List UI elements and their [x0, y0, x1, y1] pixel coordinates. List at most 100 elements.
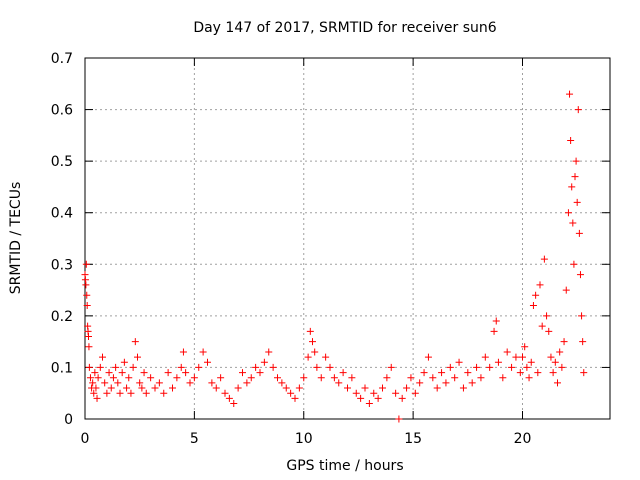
data-point — [265, 348, 273, 356]
data-point — [344, 384, 351, 392]
data-point — [451, 374, 459, 382]
data-point — [134, 353, 141, 361]
data-point — [547, 353, 555, 361]
data-point — [300, 374, 308, 382]
data-point — [90, 389, 98, 397]
data-point — [558, 363, 566, 371]
data-point — [120, 358, 128, 366]
data-point — [446, 363, 454, 371]
data-point — [512, 353, 520, 361]
x-axis-label: GPS time / hours — [286, 458, 403, 474]
y-tick-label: 0.2 — [51, 309, 73, 325]
data-point — [269, 363, 277, 371]
data-point — [477, 374, 485, 382]
data-point — [562, 286, 570, 294]
data-point — [529, 302, 537, 310]
data-point — [112, 363, 120, 371]
data-point — [282, 384, 290, 392]
data-point — [516, 369, 524, 377]
data-point — [230, 400, 238, 408]
data-point — [173, 374, 181, 382]
data-point — [138, 384, 146, 392]
data-point — [579, 338, 587, 346]
data-point — [221, 389, 229, 397]
plot-frame — [84, 57, 611, 420]
data-point — [164, 369, 172, 377]
data-point — [287, 389, 295, 397]
data-point — [551, 358, 559, 366]
data-point — [352, 389, 360, 397]
data-point — [199, 348, 207, 356]
data-point — [556, 348, 564, 356]
data-point — [136, 379, 144, 387]
data-point — [543, 312, 551, 320]
data-point — [468, 379, 476, 387]
data-point — [109, 374, 117, 382]
data-point — [538, 322, 546, 330]
data-point — [395, 415, 403, 423]
data-point — [459, 384, 467, 392]
data-point — [83, 302, 91, 310]
data-point — [118, 369, 126, 377]
data-point — [247, 374, 255, 382]
data-point — [407, 374, 415, 382]
data-point — [190, 374, 198, 382]
data-point — [140, 369, 148, 377]
data-point — [571, 173, 579, 181]
data-point — [260, 358, 268, 366]
data-point — [398, 394, 406, 402]
data-points — [81, 90, 588, 423]
data-point — [147, 374, 155, 382]
data-point — [83, 291, 91, 299]
data-point — [411, 389, 419, 397]
data-point — [578, 312, 586, 320]
data-point — [317, 374, 325, 382]
y-tick-label: 0.6 — [51, 103, 73, 119]
data-point — [116, 389, 124, 397]
data-point — [151, 384, 159, 392]
data-point — [239, 369, 246, 377]
data-point — [131, 338, 139, 346]
data-point — [455, 358, 463, 366]
data-point — [574, 106, 582, 114]
data-point — [311, 348, 319, 356]
chart-title: Day 147 of 2017, SRMTID for receiver sun… — [193, 20, 496, 36]
data-point — [182, 369, 190, 377]
data-point — [93, 394, 101, 402]
data-point — [357, 394, 365, 402]
data-point — [85, 363, 93, 371]
data-point — [330, 374, 338, 382]
data-point — [177, 363, 185, 371]
data-point — [370, 389, 378, 397]
data-point — [570, 260, 578, 268]
data-point — [127, 389, 135, 397]
data-point — [486, 363, 494, 371]
x-tick-label: 0 — [81, 431, 90, 447]
data-point — [554, 379, 561, 387]
data-point — [567, 137, 575, 145]
data-point — [225, 394, 233, 402]
data-point — [204, 358, 211, 366]
data-point — [403, 384, 411, 392]
data-point — [576, 271, 584, 279]
data-point — [438, 369, 446, 377]
data-point — [94, 374, 102, 382]
data-point — [575, 229, 583, 237]
data-point — [91, 369, 99, 377]
data-point — [105, 369, 113, 377]
data-point — [313, 363, 321, 371]
data-point — [243, 379, 251, 387]
data-point — [142, 389, 150, 397]
y-tick-label: 0.5 — [51, 154, 73, 170]
data-point — [481, 353, 489, 361]
data-point — [208, 379, 216, 387]
data-point — [433, 384, 441, 392]
data-point — [82, 260, 90, 268]
data-point — [534, 369, 542, 377]
data-point — [374, 394, 382, 402]
data-point — [490, 327, 498, 335]
data-point — [85, 343, 93, 351]
data-point — [256, 369, 264, 377]
